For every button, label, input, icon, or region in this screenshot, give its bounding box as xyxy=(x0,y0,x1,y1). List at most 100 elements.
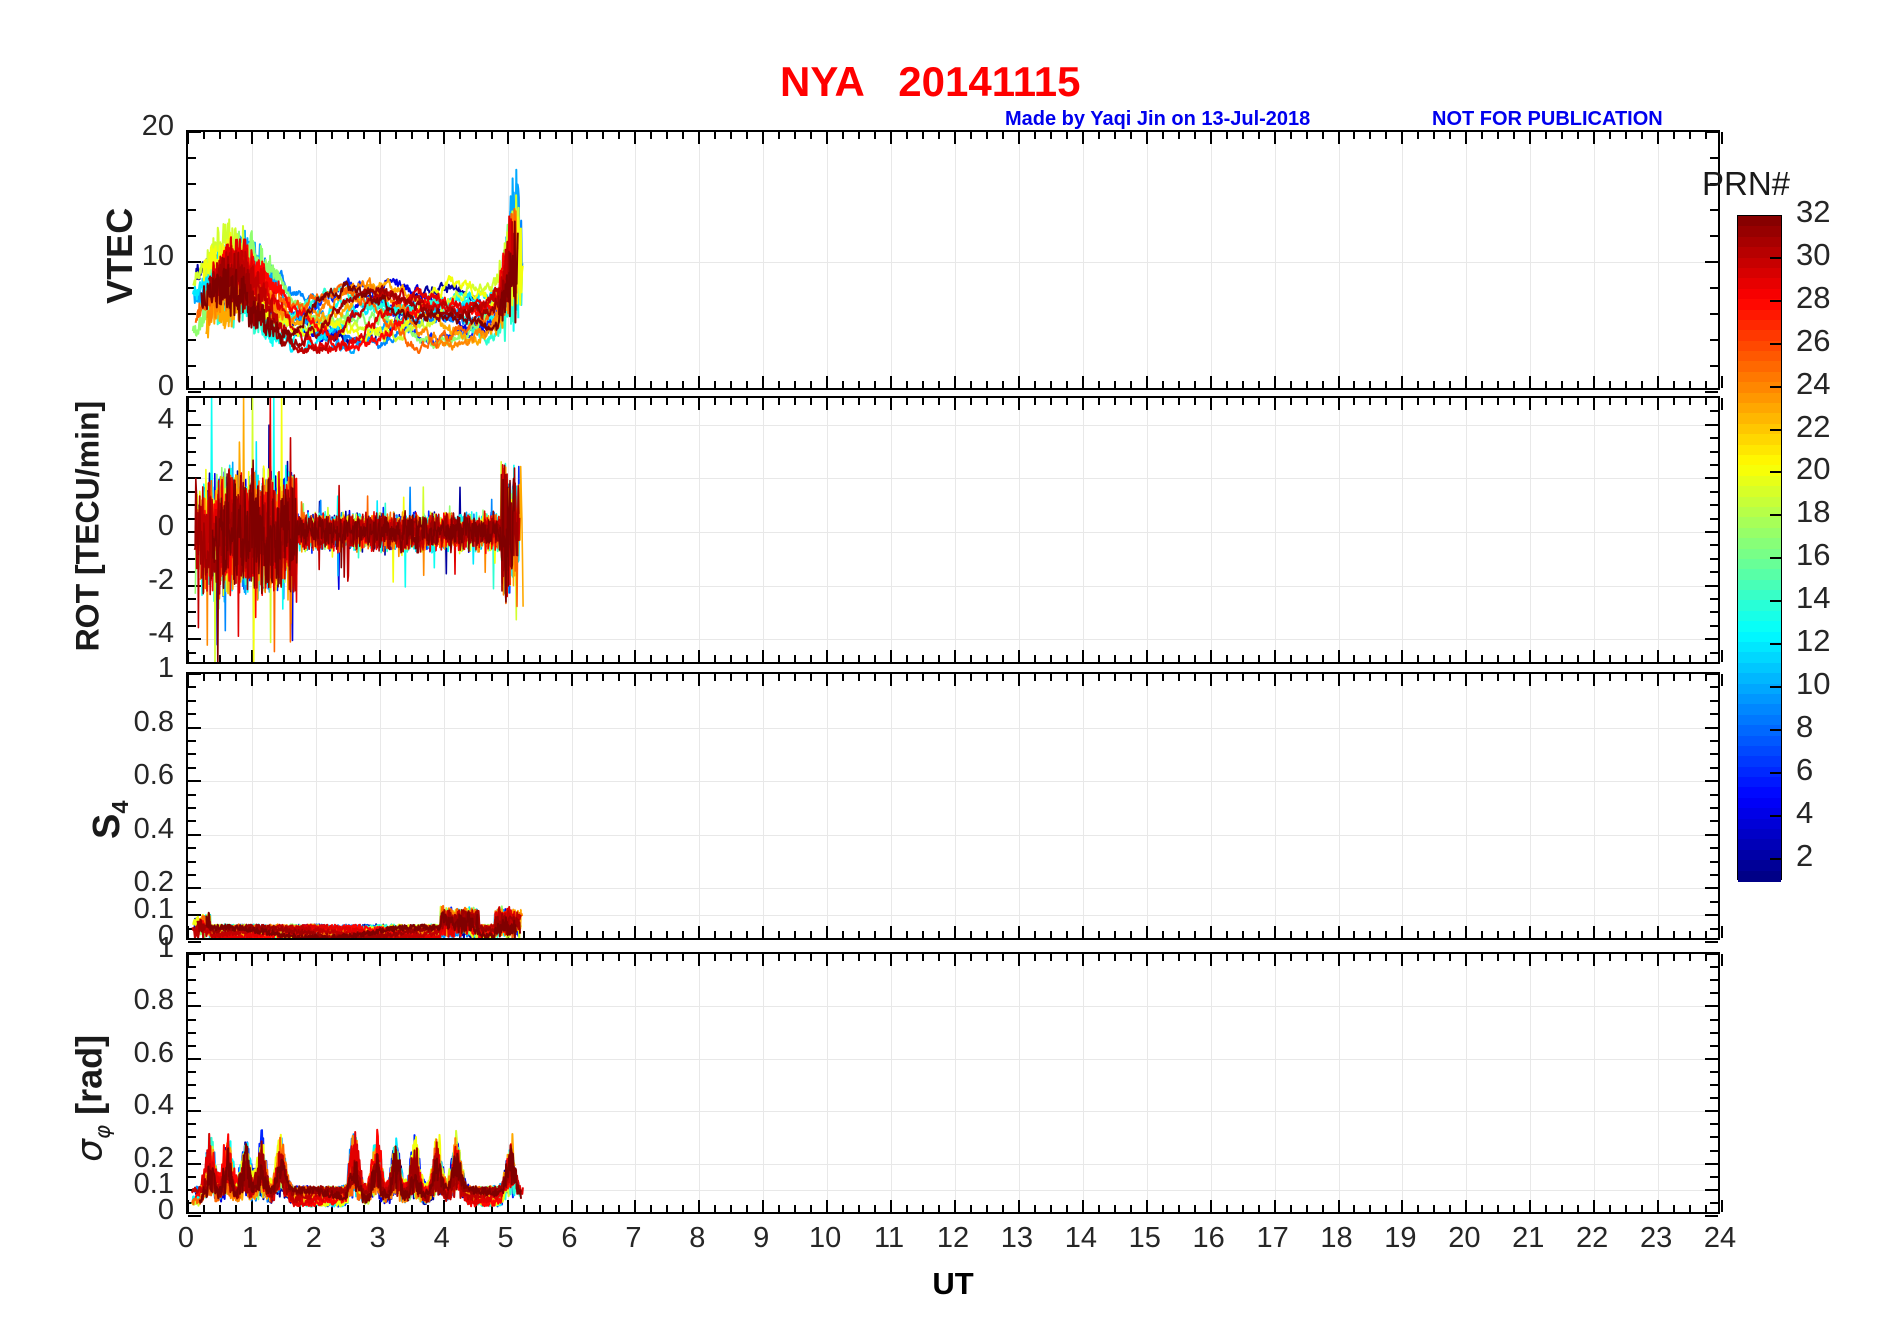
x-tick-minor xyxy=(682,381,685,388)
y-tick-minor xyxy=(188,183,196,185)
y-tick-label: 0.4 xyxy=(133,812,174,845)
x-tick-minor xyxy=(362,381,365,388)
colorbar-tick-label: 8 xyxy=(1796,708,1814,744)
x-tick-minor xyxy=(842,674,845,681)
x-tick-minor xyxy=(330,398,333,405)
x-tick-major xyxy=(1721,650,1723,662)
y-tick-label: -2 xyxy=(148,563,174,596)
colorbar-segment xyxy=(1738,527,1781,539)
gridline-vertical xyxy=(1594,132,1596,388)
x-tick-minor xyxy=(1689,398,1692,405)
gridline-vertical xyxy=(1018,398,1020,662)
y-tick-minor xyxy=(188,1084,196,1086)
x-tick-minor xyxy=(1561,398,1564,405)
y-tick-minor xyxy=(188,437,196,440)
colorbar-segment xyxy=(1738,361,1781,373)
x-tick-major xyxy=(250,674,253,686)
x-tick-major xyxy=(187,1200,189,1212)
x-tick-minor xyxy=(1497,674,1500,681)
x-tick-minor xyxy=(1513,655,1516,662)
x-tick-minor xyxy=(410,381,413,388)
gridline-vertical xyxy=(699,674,701,938)
x-tick-minor xyxy=(906,674,909,681)
x-tick-major xyxy=(570,650,573,662)
colorbar-segment xyxy=(1738,434,1781,446)
y-tick-minor xyxy=(1710,966,1718,969)
x-tick-minor xyxy=(1113,954,1116,961)
x-tick-minor xyxy=(474,1205,477,1212)
x-tick-minor xyxy=(985,674,988,681)
x-tick-minor xyxy=(1561,931,1564,938)
x-tick-minor xyxy=(202,132,205,139)
x-tick-major xyxy=(826,674,829,686)
x-tick-major xyxy=(1273,398,1276,410)
x-tick-minor xyxy=(522,398,525,405)
colorbar-segment xyxy=(1738,621,1781,633)
y-tick-label: 1 xyxy=(157,652,174,684)
gridline-vertical xyxy=(763,954,765,1212)
x-tick-minor xyxy=(522,954,525,961)
x-tick-major xyxy=(506,132,509,144)
x-tick-minor xyxy=(474,132,477,139)
x-tick-major xyxy=(1209,674,1212,686)
x-tick-minor xyxy=(746,132,749,139)
x-tick-minor xyxy=(1577,1205,1580,1212)
gridline-vertical xyxy=(1594,398,1596,662)
x-tick-minor xyxy=(1289,1205,1292,1212)
x-tick-minor xyxy=(1705,1205,1708,1212)
x-tick-major xyxy=(1209,954,1212,966)
x-tick-minor xyxy=(985,132,988,139)
x-tick-major xyxy=(634,926,637,938)
x-tick-minor xyxy=(554,132,557,139)
x-tick-minor xyxy=(1609,398,1612,405)
y-tick-major xyxy=(1705,1215,1718,1217)
x-tick-major xyxy=(1529,674,1532,686)
gridline-vertical xyxy=(1402,674,1404,938)
x-tick-minor xyxy=(602,132,605,139)
x-tick-minor xyxy=(1481,931,1484,938)
x-tick-minor xyxy=(330,954,333,961)
x-tick-major xyxy=(314,376,317,388)
y-tick-major xyxy=(1705,726,1718,729)
x-tick-minor xyxy=(1449,931,1452,938)
x-tick-major xyxy=(1593,650,1596,662)
y-tick-minor xyxy=(1710,490,1718,493)
colorbar-segment xyxy=(1738,236,1781,248)
x-tick-major xyxy=(506,954,509,966)
x-tick-major xyxy=(1081,376,1084,388)
x-tick-minor xyxy=(1097,674,1100,681)
x-tick-minor xyxy=(1289,398,1292,405)
x-tick-major xyxy=(378,376,381,388)
x-tick-minor xyxy=(922,931,925,938)
x-tick-minor xyxy=(1641,931,1644,938)
x-tick-minor xyxy=(938,674,941,681)
series-layer-sigma xyxy=(188,954,1718,1212)
x-tick-label: 5 xyxy=(497,1222,514,1254)
x-tick-minor xyxy=(298,954,301,961)
gridline-vertical xyxy=(1338,398,1340,662)
x-tick-minor xyxy=(922,655,925,662)
x-tick-minor xyxy=(266,381,269,388)
gridline-vertical xyxy=(827,398,829,662)
x-tick-label: 22 xyxy=(1576,1222,1609,1254)
x-tick-major xyxy=(698,674,701,686)
x-tick-minor xyxy=(1353,674,1356,681)
x-tick-major xyxy=(570,376,573,388)
x-tick-major xyxy=(1145,650,1148,662)
x-tick-minor xyxy=(618,398,621,405)
x-tick-label: 3 xyxy=(369,1222,386,1254)
colorbar-segment xyxy=(1738,839,1781,851)
x-tick-minor xyxy=(778,381,781,388)
x-tick-minor xyxy=(730,674,733,681)
x-tick-minor xyxy=(362,655,365,662)
x-tick-major xyxy=(1401,926,1404,938)
x-tick-minor xyxy=(618,931,621,938)
x-tick-minor xyxy=(1305,931,1308,938)
y-tick-minor xyxy=(1710,820,1718,823)
x-tick-major xyxy=(1017,376,1020,388)
x-tick-minor xyxy=(522,132,525,139)
colorbar-segment xyxy=(1738,382,1781,394)
x-tick-major xyxy=(1465,954,1468,966)
y-tick-minor xyxy=(1710,437,1718,440)
x-tick-minor xyxy=(874,674,877,681)
